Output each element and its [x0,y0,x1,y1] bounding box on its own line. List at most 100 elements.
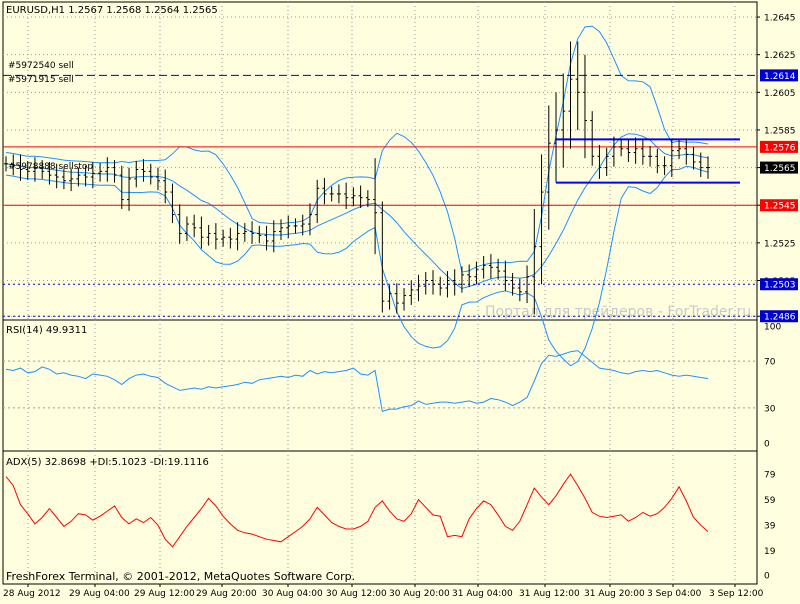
price-bar [177,204,182,244]
price-bar [438,276,443,296]
price-bar [481,256,486,279]
order-label-2: #5971915 sell [8,75,74,85]
price-bar [358,185,363,209]
time-tick-label: 29 Aug 04:00 [69,589,130,599]
price-bar [503,260,508,291]
level-price-label-2: 1.2576 [764,143,796,153]
price-bar [293,218,298,234]
price-bar [134,161,139,188]
price-bar [633,137,638,164]
time-axis: 28 Aug 2012 29 Aug 04:00 29 Aug 12:00 29 Au… [3,584,764,599]
price-bar [554,92,559,181]
panel-frame-3 [2,450,758,585]
rsi-panel [5,350,709,413]
price-bar [242,223,247,242]
price-bar [474,261,479,285]
level-price-label-1: 1.2614 [764,72,796,82]
price-bar [54,163,59,189]
level-price-label-4: 1.2503 [764,281,796,291]
price-bar [525,265,530,304]
price-bar [546,105,551,230]
price-tick-label: 1.2525 [764,239,796,249]
price-bar [604,147,609,177]
price-bar [264,225,269,251]
band-middle [5,133,709,290]
current-price-label-box [760,161,798,174]
price-bar [590,111,595,166]
price-bar [351,187,356,207]
footer-copyright: FreshForex Terminal, © 2001-2012, MetaQu… [6,570,355,583]
time-tick-label: 30 Aug 20:00 [389,589,450,599]
price-bar [329,186,334,202]
price-bar [488,254,493,279]
level-price-label-4-box [760,278,798,291]
price-bar [655,148,660,174]
price-bar [228,227,233,249]
price-bar [423,272,428,295]
adx-tick-label: 19 [764,547,776,557]
price-bar [691,146,696,170]
time-tick-label: 28 Aug 2012 [3,589,61,599]
price-bar [199,216,204,249]
price-bar [83,165,88,187]
price-bar [76,167,81,187]
price-bar [127,167,132,211]
order-label-1: #5972540 sell [8,61,74,71]
rsi-title: RSI(14) 49.9311 [6,325,87,336]
price-bar [141,159,146,182]
price-bar [445,271,450,298]
price-bar [640,140,645,165]
price-bar [626,139,631,162]
price-bar [365,190,370,208]
price-bar [561,73,566,168]
time-tick-label: 31 Aug 20:00 [584,589,645,599]
level-price-label-5-box [760,310,798,323]
chart-title: EURUSD,H1 1.2567 1.2568 1.2564 1.2565 [6,5,218,16]
price-tick-label: 1.2605 [764,89,796,99]
price-bar [112,160,117,183]
price-bar [32,157,37,182]
price-bar [69,168,74,192]
price-bar [380,201,385,313]
price-bar [148,163,153,185]
price-bar [11,154,16,176]
price-bar [662,156,667,176]
level-price-label-3-box [760,199,798,212]
price-bar [47,161,52,185]
adx-title: ADX(5) 32.8698 +DI:5.1023 -DI:19.1116 [6,457,209,468]
price-bar [597,145,602,179]
price-bar [192,214,197,238]
price-bar [373,158,378,255]
level-price-label-3: 1.2545 [764,202,796,212]
price-bar [387,285,392,310]
level-price-label-2-box [760,140,798,153]
price-tick-label: 1.2645 [764,14,796,24]
adx-tick-label: 59 [764,496,776,506]
adx-tick-label: 39 [764,522,776,532]
price-bar [582,54,587,159]
price-bar [539,154,544,285]
price-bar [18,154,23,181]
price-bar [155,167,160,191]
price-bar [235,222,240,251]
price-bar [532,208,537,315]
price-tick-label: 1.2625 [764,51,796,61]
price-bar [250,221,255,244]
rsi-tick-label: 0 [764,440,770,450]
price-bar [90,161,95,189]
price-bar [510,272,515,296]
price-bar [213,223,218,250]
price-bar [279,219,284,241]
price-bar [402,288,407,311]
rsi-tick-label: 100 [764,323,781,333]
price-bar [4,156,8,172]
price-bar [170,183,175,224]
price-axis: 1.2645 1.2625 1.2605 1.2585 1.2565 1.2545 1.25… [757,14,798,582]
price-bar [669,139,674,177]
price-bar [307,203,312,236]
price-bar [496,258,501,280]
band-upper [5,25,709,273]
price-bar [221,229,226,247]
